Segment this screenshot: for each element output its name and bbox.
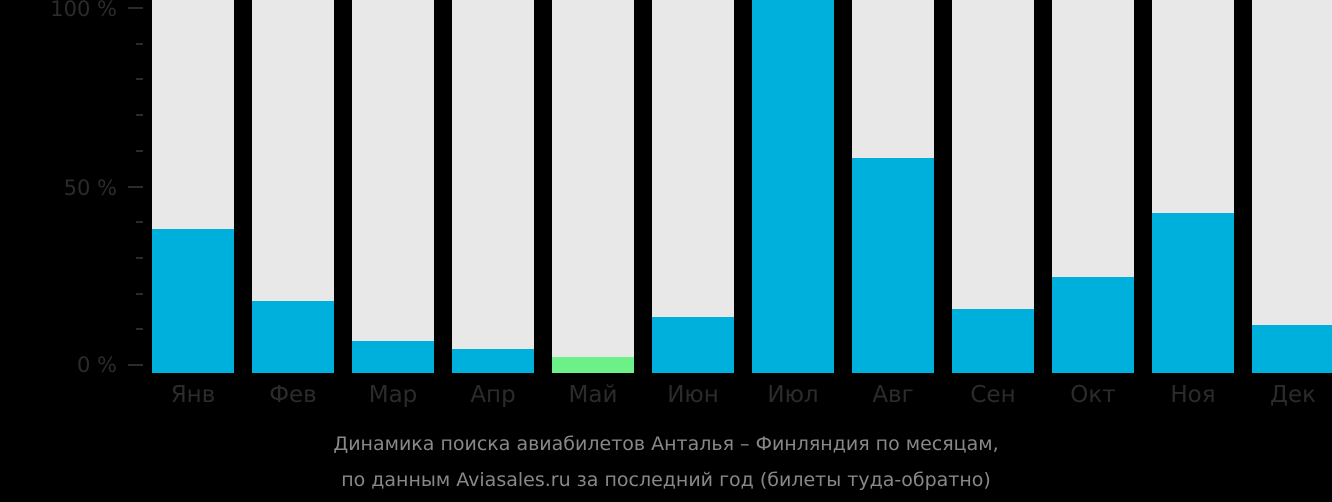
x-label: Июл — [767, 382, 819, 408]
minor-tick — [136, 42, 143, 45]
bar-fill — [452, 349, 534, 373]
x-label: Ноя — [1170, 382, 1216, 408]
minor-tick — [136, 256, 143, 259]
bar-track — [752, 0, 834, 373]
major-tick — [128, 185, 143, 188]
bar-track — [352, 0, 434, 373]
x-label: Авг — [872, 382, 914, 408]
bar-track — [152, 0, 234, 373]
minor-tick — [136, 78, 143, 81]
minor-tick — [136, 292, 143, 295]
bar-fill — [652, 317, 734, 373]
x-label: Май — [568, 382, 618, 408]
bar-track — [852, 0, 934, 373]
bar-fill — [952, 308, 1034, 373]
x-label: Мар — [368, 382, 418, 408]
bar-track — [252, 0, 334, 373]
minor-tick — [136, 114, 143, 117]
x-label: Апр — [470, 382, 516, 408]
x-label: Окт — [1070, 382, 1116, 408]
bar-track — [452, 0, 534, 373]
bar-track — [652, 0, 734, 373]
bar-fill — [1152, 212, 1234, 373]
bar-fill — [852, 158, 934, 373]
bar-fill — [752, 0, 834, 373]
major-tick — [128, 7, 143, 9]
bar-fill — [552, 356, 634, 373]
bar-track — [552, 0, 634, 373]
bar-track — [1152, 0, 1234, 373]
minor-tick — [136, 328, 143, 331]
minor-tick — [136, 221, 143, 224]
caption-line-2: по данным Aviasales.ru за последний год … — [341, 469, 991, 491]
bar-track — [1252, 0, 1332, 373]
x-label: Июн — [667, 382, 719, 408]
bar-track — [1052, 0, 1134, 373]
y-label-0: 0 % — [77, 353, 117, 377]
major-tick — [128, 364, 143, 366]
x-label: Фев — [269, 382, 317, 408]
bar-fill — [152, 229, 234, 373]
bar-fill — [1052, 277, 1134, 373]
x-label: Сен — [970, 382, 1016, 408]
bar-fill — [352, 340, 434, 373]
bar-fill — [1252, 324, 1332, 373]
x-label: Янв — [170, 382, 216, 408]
bar-fill — [252, 301, 334, 373]
x-label: Дек — [1269, 382, 1316, 408]
caption-line-1: Динамика поиска авиабилетов Анталья – Фи… — [333, 433, 999, 455]
y-label-50: 50 % — [63, 176, 117, 200]
y-label-100: 100 % — [50, 0, 117, 21]
minor-tick — [136, 149, 143, 152]
bar-track — [952, 0, 1034, 373]
